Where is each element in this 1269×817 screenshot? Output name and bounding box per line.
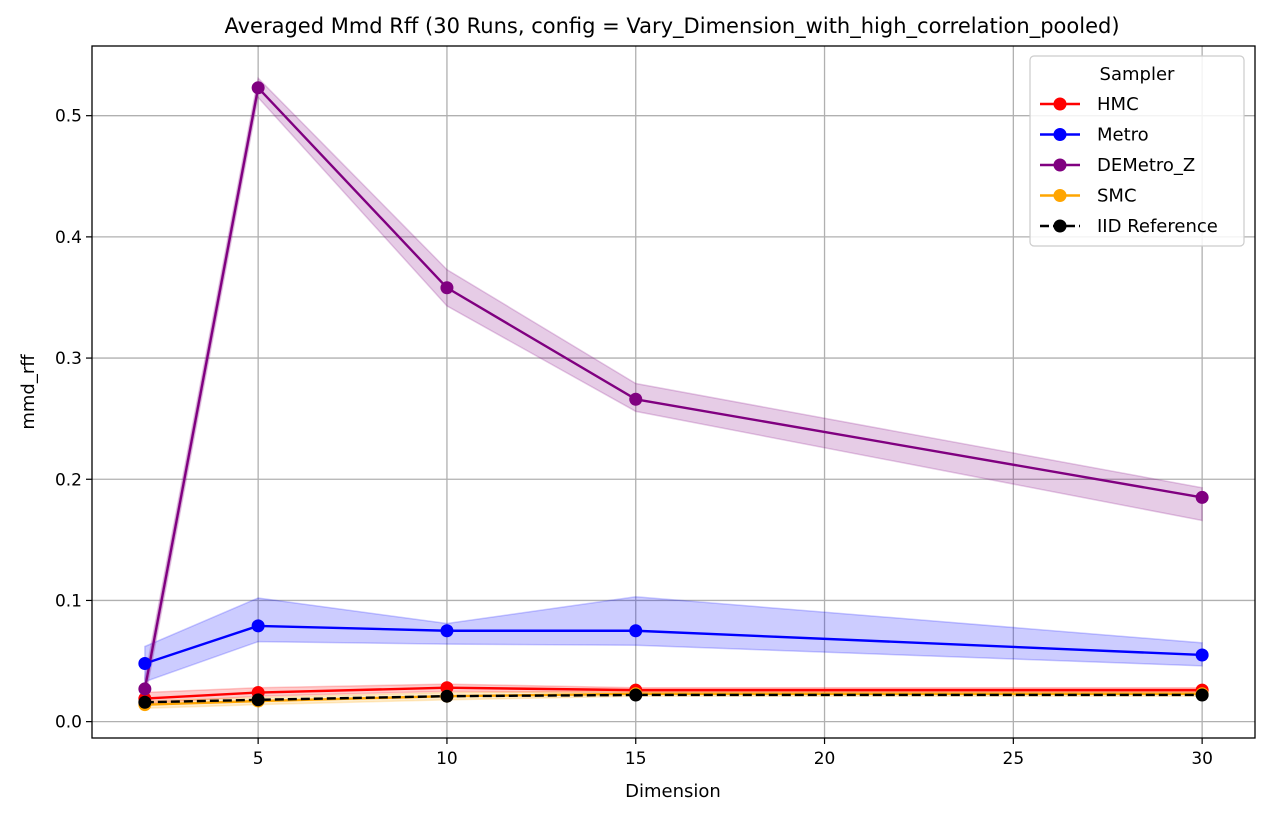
demetro-z-point <box>138 682 152 696</box>
demetro-z-band <box>144 76 1203 700</box>
legend-metro-label: Metro <box>1097 125 1149 146</box>
iid-reference-point <box>138 695 152 709</box>
demetro-z-point <box>629 392 643 406</box>
metro-point <box>1195 648 1209 662</box>
metro-band <box>144 596 1203 683</box>
y-axis-ticks: 0.0 0.1 0.2 0.3 0.4 0.5 <box>55 107 92 733</box>
metro-point <box>629 624 643 638</box>
x-axis-ticks: 5 10 15 20 25 30 <box>253 738 1213 769</box>
series-markers <box>138 81 1209 712</box>
x-tick-label: 30 <box>1191 749 1213 769</box>
y-tick-label: 0.3 <box>55 349 82 369</box>
legend-smc-marker <box>1053 189 1067 202</box>
iid-reference-point <box>1195 688 1209 702</box>
x-axis-label: Dimension <box>625 781 721 802</box>
legend-demetro-z-label: DEMetro_Z <box>1097 155 1195 176</box>
legend-iid-reference-marker <box>1053 219 1067 233</box>
x-tick-label: 5 <box>253 749 264 769</box>
legend-smc-label: SMC <box>1097 186 1137 207</box>
chart-title: Averaged Mmd Rff (30 Runs, config = Vary… <box>224 14 1119 39</box>
legend-box <box>1029 55 1245 247</box>
y-tick-label: 0.2 <box>55 470 82 490</box>
y-tick-label: 0.4 <box>55 228 82 248</box>
legend-title: Sampler <box>1100 64 1175 85</box>
legend-iid-reference-label: IID Reference <box>1097 216 1218 237</box>
metro-point <box>251 619 265 633</box>
iid-reference-point <box>440 689 454 703</box>
y-tick-label: 0.0 <box>55 713 82 733</box>
y-axis-label: mmd_rff <box>18 354 39 430</box>
legend-metro-marker <box>1053 128 1067 141</box>
demetro-z-point <box>251 81 265 95</box>
legend: Sampler HMC Metro DEMetro_Z SMC IID Referenc… <box>1029 55 1245 247</box>
legend-hmc-marker <box>1053 97 1067 111</box>
plot-frame <box>91 45 1256 739</box>
x-tick-label: 25 <box>1003 749 1025 769</box>
demetro-z-point <box>1195 490 1209 504</box>
demetro-z-point <box>440 281 454 295</box>
x-tick-label: 10 <box>436 749 458 769</box>
metro-point <box>138 656 152 670</box>
legend-hmc-label: HMC <box>1097 94 1139 115</box>
legend-demetro-z-marker <box>1053 158 1067 172</box>
x-tick-label: 15 <box>625 749 647 769</box>
x-tick-label: 20 <box>814 749 836 769</box>
y-tick-label: 0.5 <box>55 107 82 127</box>
legend-items: HMC Metro DEMetro_Z SMC IID Reference <box>1040 94 1218 237</box>
iid-reference-point <box>251 693 265 707</box>
y-tick-label: 0.1 <box>55 591 82 611</box>
iid-reference-point <box>629 688 643 702</box>
metro-point <box>440 624 454 638</box>
